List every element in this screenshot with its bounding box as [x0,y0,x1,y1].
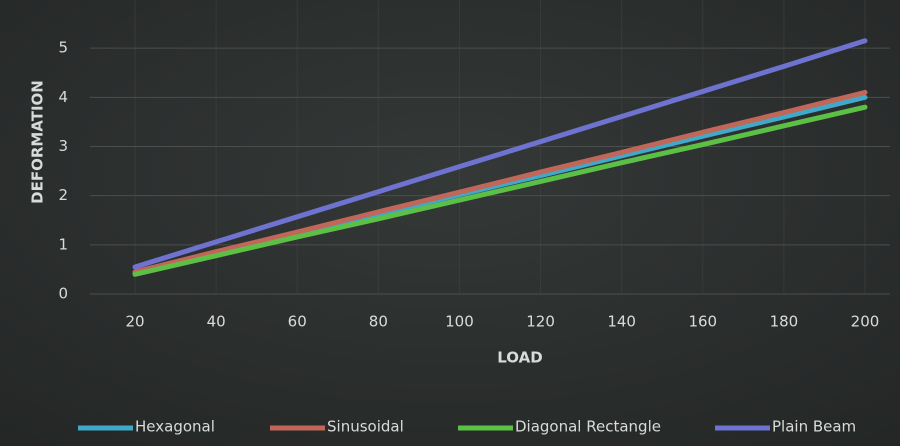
x-tick-label: 100 [445,313,474,331]
legend-label: Diagonal Rectangle [515,418,661,436]
y-tick-label: 5 [58,39,68,57]
legend-label: Plain Beam [772,418,856,436]
line-series [132,89,868,275]
x-axis-title: LOAD [497,349,542,367]
y-tick-label: 1 [58,235,68,253]
y-tick-label: 0 [58,285,68,303]
x-tick-label: 20 [125,313,144,331]
legend-label: Sinusoidal [327,418,404,436]
y-tick-label: 4 [58,88,68,106]
x-tick-label: 120 [526,313,555,331]
x-tick-label: 80 [369,313,388,331]
y-tick-label: 2 [58,186,68,204]
x-tick-label: 140 [607,313,636,331]
y-tick-label: 3 [58,137,68,155]
x-tick-label: 60 [288,313,307,331]
line-series [132,38,868,270]
line-series [132,104,868,277]
x-tick-label: 200 [851,313,880,331]
x-tick-label: 40 [207,313,226,331]
x-tick-label: 180 [770,313,799,331]
legend-label: Hexagonal [135,418,215,436]
y-axis-title: DEFORMATION [29,80,47,204]
x-tick-label: 160 [688,313,717,331]
